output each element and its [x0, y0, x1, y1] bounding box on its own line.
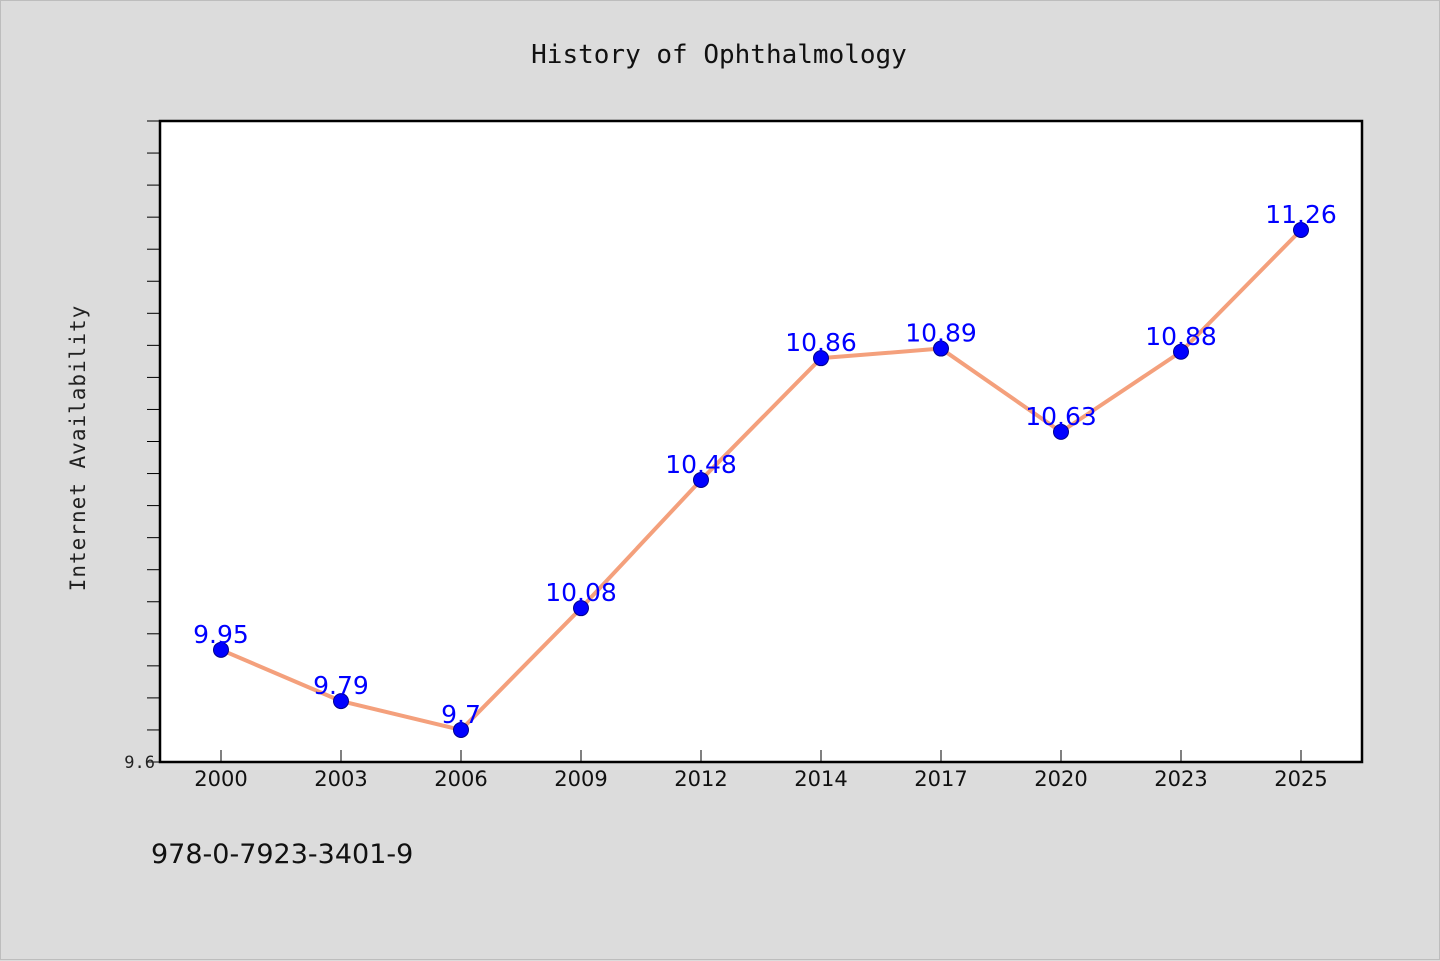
- series-layer: [213, 221, 1309, 738]
- data-label: 10.86: [785, 328, 857, 357]
- x-tick-label: 2003: [314, 767, 367, 791]
- data-label: 10.63: [1025, 402, 1097, 431]
- data-point: [1173, 343, 1189, 360]
- data-point: [453, 721, 469, 738]
- x-tick-label: 2023: [1154, 767, 1207, 791]
- x-tick-label: 2020: [1034, 767, 1087, 791]
- data-label: 10.89: [905, 319, 977, 348]
- x-tick-label: 2000: [194, 767, 247, 791]
- data-label: 9.95: [193, 620, 249, 649]
- series-line: [219, 227, 1303, 732]
- x-tick-label: 2012: [674, 767, 727, 791]
- x-tick-label: 2025: [1274, 767, 1327, 791]
- data-label: 10.08: [545, 578, 617, 607]
- data-point: [813, 350, 829, 367]
- data-point: [1293, 221, 1309, 238]
- data-point: [573, 600, 589, 617]
- data-point: [1053, 423, 1069, 440]
- data-label: 10.88: [1145, 322, 1217, 351]
- y-axis-ticks: 9.6: [124, 120, 160, 773]
- chart-title: History of Ophthalmology: [531, 40, 907, 70]
- plot-area: [158, 119, 1364, 764]
- data-label-layer: 9.95 9.79 9.7 10.08 10.48 10.86 10.89 10.63 10.8…: [193, 200, 1337, 729]
- data-point: [933, 340, 949, 357]
- footer-code: 978-0-7923-3401-9: [151, 839, 413, 870]
- x-tick-label: 2017: [914, 767, 967, 791]
- data-point: [693, 471, 709, 488]
- data-label: 10.48: [665, 450, 737, 479]
- data-label: 11.26: [1265, 200, 1337, 229]
- data-label: 9.7: [441, 700, 481, 729]
- x-axis-ticks: 2000 2003 2006 2009 2012 2014 2017 2020 2023 2025: [194, 750, 1328, 791]
- x-tick-label: 2009: [554, 767, 607, 791]
- y-axis-label: Internet Availability: [66, 305, 90, 592]
- y-tick-label: 9.6: [124, 753, 155, 773]
- x-tick-label: 2014: [794, 767, 847, 791]
- data-point: [333, 693, 349, 710]
- x-tick-label: 2006: [434, 767, 487, 791]
- data-label: 9.79: [313, 671, 369, 700]
- data-point: [213, 641, 229, 658]
